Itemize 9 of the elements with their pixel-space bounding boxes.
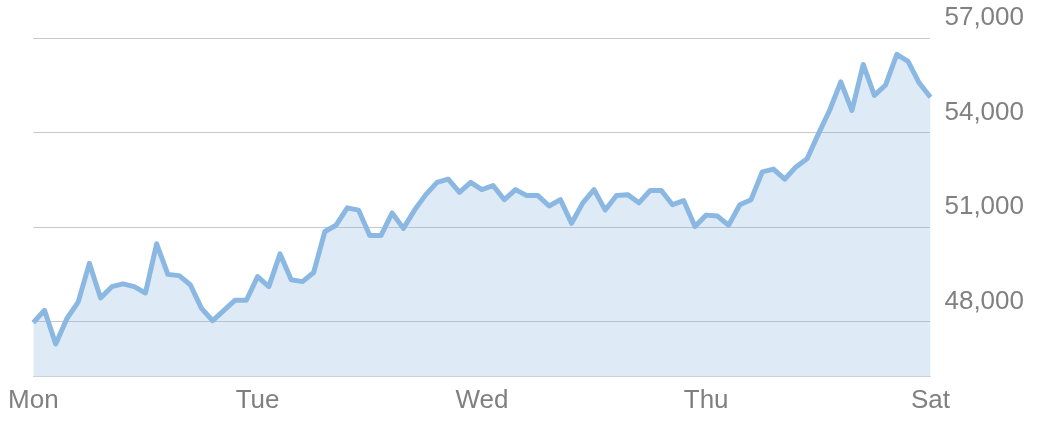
x-tick-label: Mon (8, 383, 59, 414)
x-tick-label: Thu (683, 383, 729, 414)
y-tick-label: 54,000 (944, 95, 1025, 126)
x-tick-label: Wed (455, 383, 509, 414)
y-tick-label: 51,000 (944, 190, 1025, 221)
y-tick-label: 48,000 (944, 284, 1025, 315)
x-tick-label: Tue (235, 383, 280, 414)
x-tick-label: Sat (910, 383, 951, 414)
y-tick-label: 57,000 (944, 1, 1025, 32)
